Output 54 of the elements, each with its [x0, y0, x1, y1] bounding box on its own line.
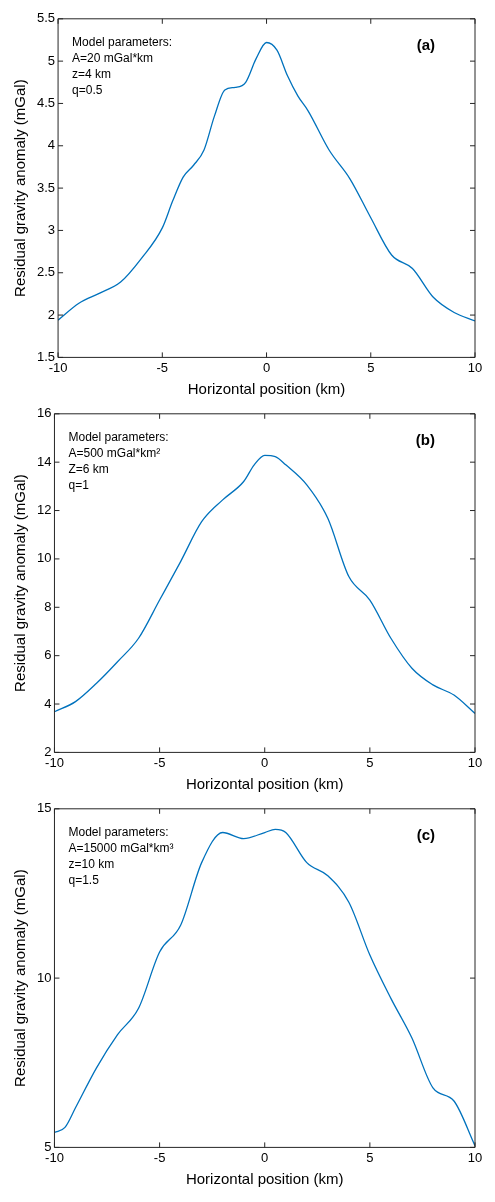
text: (c)	[416, 826, 435, 844]
annotation: Model parameters:	[72, 35, 173, 50]
y-tick-label: 5.5	[36, 10, 56, 26]
y-tick-label: 2	[44, 743, 52, 759]
y-tick-label: 14	[36, 453, 52, 469]
annotation: z=10 km	[68, 857, 115, 872]
y-tick-label: 6	[44, 647, 52, 663]
annotation: Model parameters:	[68, 430, 169, 445]
annotation: Z=6 km	[68, 462, 109, 477]
x-tick-label: 5	[366, 754, 374, 770]
annotation: q=1.5	[68, 873, 100, 888]
x-tick-label: -5	[153, 754, 166, 770]
y-axis-title: Residual gravity anomaly (mGal)	[11, 474, 29, 692]
x-axis-title: Horizontal position (km)	[187, 380, 346, 398]
line-series	[54, 828, 475, 1147]
y-tick-label: 15	[36, 800, 52, 816]
y-tick-label: 8	[44, 598, 52, 614]
y-tick-label: 4	[47, 137, 56, 153]
x-tick-label: 10	[467, 754, 483, 770]
annotation: q=1	[68, 478, 90, 493]
y-tick-label: 1.5	[36, 348, 56, 364]
y-tick-label: 5	[44, 1138, 52, 1154]
y-tick-label: 10	[36, 550, 52, 566]
y-tick-label: 3.5	[36, 179, 56, 195]
x-tick-label: -5	[153, 1149, 166, 1165]
x-tick-label: 10	[467, 359, 483, 375]
annotation: A=500 mGal*km²	[68, 446, 161, 461]
y-tick-label: 3	[47, 222, 56, 237]
y-tick-label: 4	[44, 695, 52, 711]
x-tick-label: 0	[261, 1149, 269, 1165]
y-tick-label: 2.5	[36, 264, 56, 280]
annotation: A=20 mGal*km	[72, 51, 154, 66]
x-tick-label: -5	[156, 359, 169, 375]
text: (b)	[415, 431, 435, 449]
x-tick-label: 0	[262, 359, 271, 375]
x-tick-label: 0	[261, 754, 269, 770]
x-axis-title: Horizontal position (km)	[185, 775, 344, 793]
x-axis-title: Horizontal position (km)	[185, 1170, 344, 1188]
y-tick-label: 4.5	[36, 95, 56, 111]
y-axis-title: Residual gravity anomaly (mGal)	[11, 79, 29, 297]
annotation: A=15000 mGal*km³	[68, 841, 174, 856]
annotation: Model parameters:	[68, 825, 169, 840]
annotation: q=0.5	[72, 83, 103, 98]
y-tick-label: 16	[36, 405, 52, 421]
text: (a)	[416, 36, 435, 54]
y-tick-label: 5	[47, 52, 56, 68]
x-tick-label: 10	[467, 1149, 483, 1165]
y-tick-label: 2	[47, 306, 56, 322]
y-tick-label: 12	[36, 502, 52, 518]
x-tick-label: 5	[366, 1149, 374, 1165]
x-tick-label: 5	[367, 359, 375, 375]
y-tick-label: 10	[36, 969, 52, 985]
y-axis-title: Residual gravity anomaly (mGal)	[11, 869, 29, 1087]
annotation: z=4 km	[72, 67, 112, 82]
